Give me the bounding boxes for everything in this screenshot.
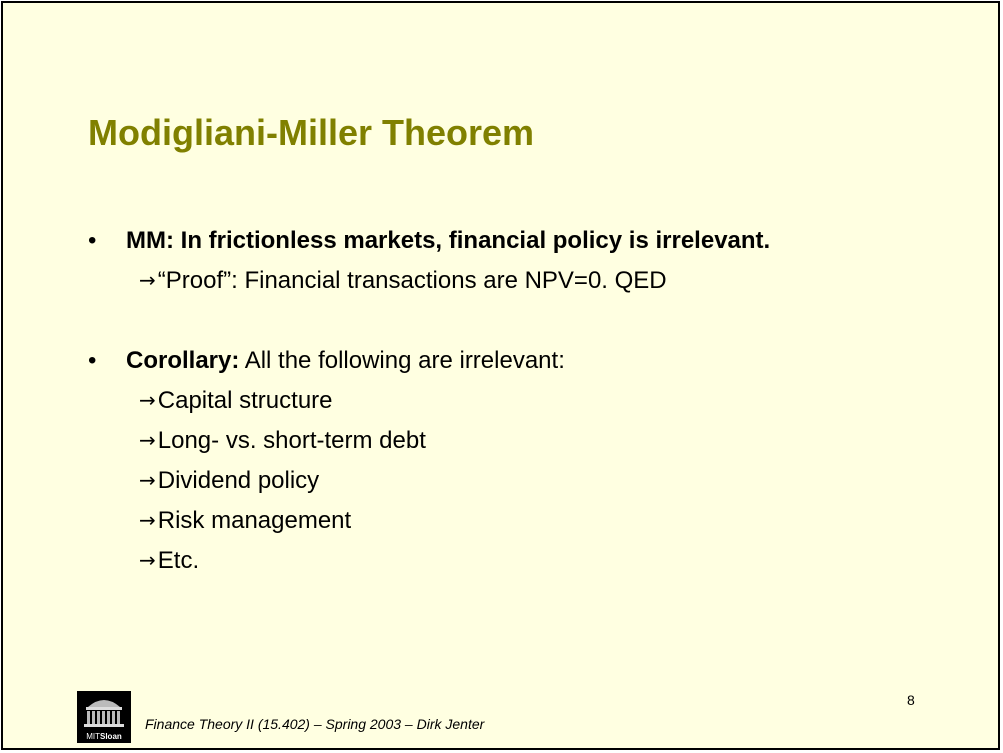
footer-text: Finance Theory II (15.402) – Spring 2003… bbox=[145, 716, 485, 732]
arrow-icon: → bbox=[139, 388, 156, 412]
sub-item: →Long- vs. short-term debt bbox=[139, 427, 426, 456]
sub-item-text: Risk management bbox=[157, 507, 352, 534]
bullet-icon: • bbox=[88, 347, 97, 374]
sub-item-text: Dividend policy bbox=[157, 467, 320, 494]
mit-sloan-logo: MITSloan bbox=[77, 691, 131, 743]
sub-item-text: Etc. bbox=[157, 547, 200, 574]
bullet-bold-text: Corollary: bbox=[126, 347, 240, 374]
sub-item-text: Capital structure bbox=[157, 387, 333, 414]
arrow-icon: → bbox=[139, 548, 156, 572]
bullet-item: • Corollary: All the following are irrele… bbox=[88, 347, 565, 376]
sub-item: →Risk management bbox=[139, 507, 351, 536]
arrow-icon: → bbox=[139, 508, 156, 532]
slide-title: Modigliani-Miller Theorem bbox=[88, 112, 535, 153]
sub-item: →Dividend policy bbox=[139, 467, 319, 496]
bullet-text: All the following are irrelevant: bbox=[239, 347, 565, 374]
bullet-item: • MM: In frictionless markets, financial … bbox=[88, 227, 770, 256]
arrow-icon: → bbox=[139, 268, 156, 292]
page-number: 8 bbox=[907, 692, 915, 708]
dome-building-icon bbox=[84, 700, 124, 727]
logo-text: MITSloan bbox=[86, 732, 122, 741]
arrow-icon: → bbox=[139, 428, 156, 452]
sub-item: →Etc. bbox=[139, 547, 199, 576]
arrow-icon: → bbox=[139, 468, 156, 492]
sub-item-text: Long- vs. short-term debt bbox=[157, 427, 426, 454]
sub-item: →“Proof”: Financial transactions are NPV… bbox=[139, 267, 667, 296]
sub-item: →Capital structure bbox=[139, 387, 333, 416]
bullet-bold-text: MM: In frictionless markets, financial p… bbox=[126, 227, 771, 254]
sub-item-text: “Proof”: Financial transactions are NPV=… bbox=[157, 267, 667, 294]
bullet-icon: • bbox=[88, 227, 97, 254]
